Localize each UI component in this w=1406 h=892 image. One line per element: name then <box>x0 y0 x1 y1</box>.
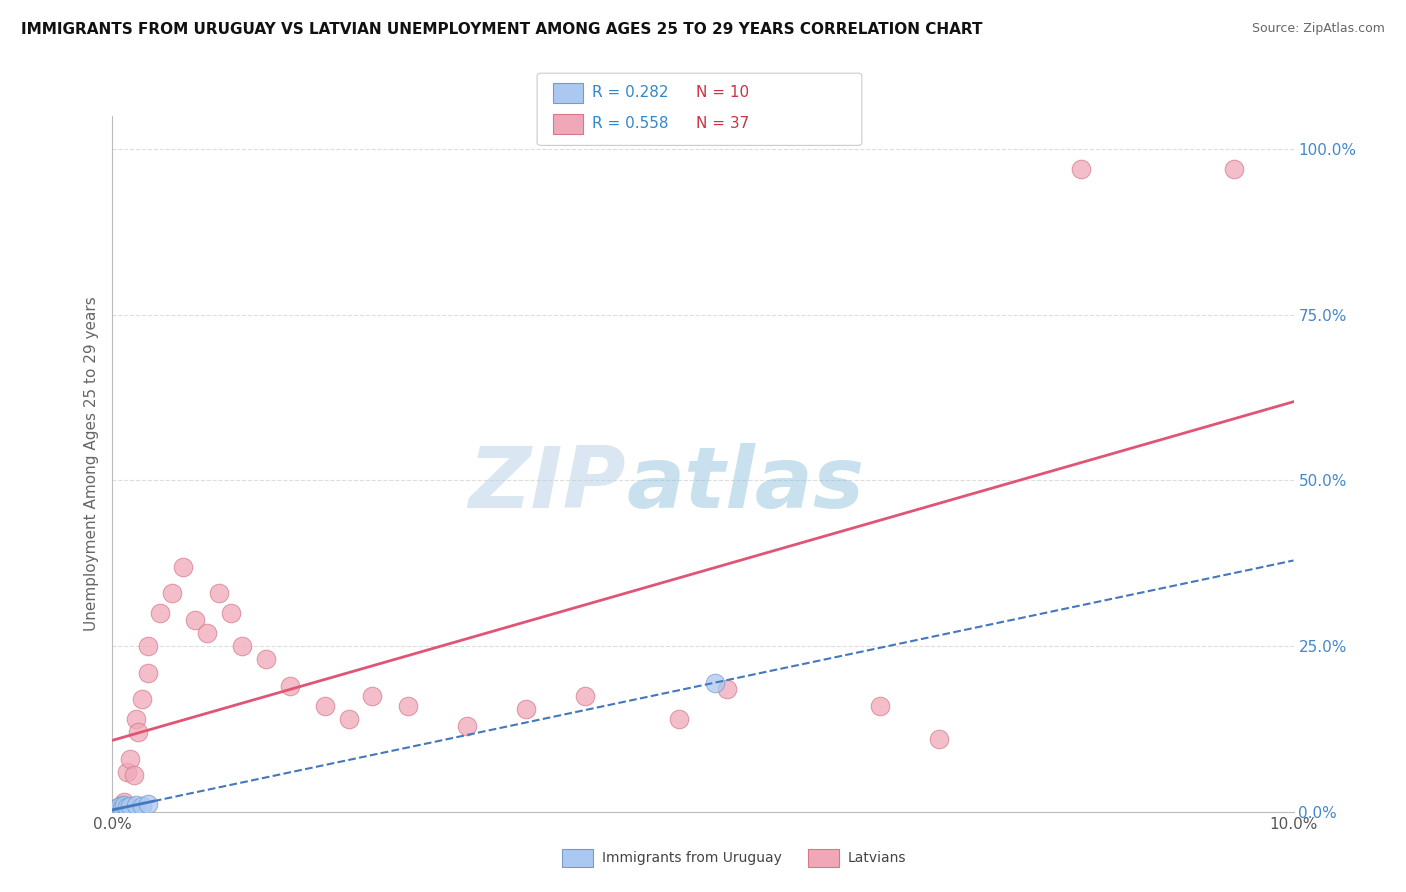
Text: Source: ZipAtlas.com: Source: ZipAtlas.com <box>1251 22 1385 36</box>
Point <box>111 798 134 813</box>
Point <box>456 718 478 732</box>
Point <box>195 625 218 640</box>
Point <box>105 801 128 815</box>
Point <box>219 606 242 620</box>
Text: Latvians: Latvians <box>848 851 907 865</box>
Point <box>314 698 336 713</box>
Point <box>1223 161 1246 176</box>
Point <box>105 801 128 815</box>
Text: R = 0.282: R = 0.282 <box>592 86 668 100</box>
Point <box>112 798 135 813</box>
Point <box>716 682 738 697</box>
Point <box>115 764 138 779</box>
Point <box>104 803 127 817</box>
Point <box>108 799 131 814</box>
Point <box>208 586 231 600</box>
Point <box>115 800 138 814</box>
Point <box>112 795 135 809</box>
Text: N = 37: N = 37 <box>696 117 749 131</box>
Point <box>127 725 149 739</box>
Point <box>396 698 419 713</box>
Point <box>111 801 134 815</box>
Point <box>136 797 159 811</box>
Text: Immigrants from Uruguay: Immigrants from Uruguay <box>602 851 782 865</box>
Point <box>668 712 690 726</box>
Point <box>112 799 135 814</box>
Point <box>574 689 596 703</box>
Point <box>254 652 277 666</box>
Point <box>122 768 145 782</box>
Point <box>869 698 891 713</box>
Point <box>149 606 172 620</box>
Y-axis label: Unemployment Among Ages 25 to 29 years: Unemployment Among Ages 25 to 29 years <box>83 296 98 632</box>
Text: atlas: atlas <box>626 443 865 526</box>
Point <box>172 559 194 574</box>
Point <box>1070 161 1092 176</box>
Point <box>160 586 183 600</box>
Point <box>120 799 142 814</box>
Point <box>136 639 159 653</box>
Point <box>136 665 159 680</box>
Text: IMMIGRANTS FROM URUGUAY VS LATVIAN UNEMPLOYMENT AMONG AGES 25 TO 29 YEARS CORREL: IMMIGRANTS FROM URUGUAY VS LATVIAN UNEMP… <box>21 22 983 37</box>
Point <box>131 798 153 813</box>
Point <box>361 689 384 703</box>
Point <box>278 679 301 693</box>
Point <box>120 752 142 766</box>
Point <box>703 675 725 690</box>
Point <box>125 712 148 726</box>
Point <box>231 639 253 653</box>
Point <box>184 613 207 627</box>
Text: N = 10: N = 10 <box>696 86 749 100</box>
Point <box>928 731 950 746</box>
Point <box>515 702 537 716</box>
Text: ZIP: ZIP <box>468 443 626 526</box>
Text: R = 0.558: R = 0.558 <box>592 117 668 131</box>
Point <box>125 798 148 813</box>
Point <box>108 801 131 815</box>
Point <box>131 692 153 706</box>
Point <box>337 712 360 726</box>
